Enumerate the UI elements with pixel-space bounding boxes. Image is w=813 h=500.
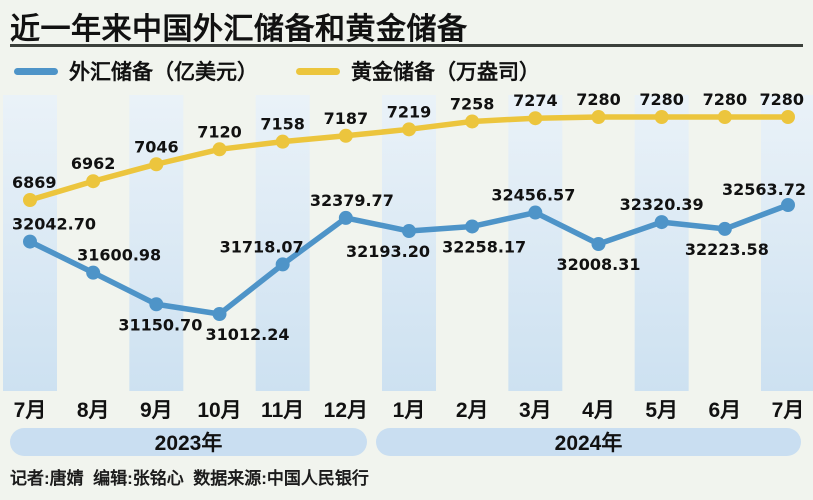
- forex-point-label: 32379.77: [310, 191, 394, 210]
- forex-point-label: 31718.07: [220, 237, 304, 256]
- gold-point-dot: [717, 110, 732, 124]
- gold-point-label: 7187: [324, 109, 369, 128]
- gold-point-dot: [23, 193, 37, 207]
- forex-point-dot: [591, 237, 606, 252]
- forex-line-swatch-icon: [14, 67, 58, 75]
- year-band-2023-label: 2023年: [154, 432, 223, 455]
- year-band-2024: 2024年: [376, 428, 801, 456]
- forex-point-label: 32320.39: [620, 195, 704, 214]
- gold-point-label: 7280: [576, 90, 621, 109]
- reserves-line-chart: 32042.70 31600.98 31150.70 31012.24 31718.07…: [0, 88, 813, 398]
- year-band-2023: 2023年: [10, 428, 367, 456]
- forex-point-dot: [149, 297, 164, 312]
- gold-point-dot: [654, 110, 669, 124]
- forex-point-label: 32456.57: [491, 186, 575, 205]
- x-axis-label: 7月: [13, 399, 47, 422]
- x-axis-label: 3月: [518, 399, 552, 422]
- gold-point-label: 7280: [639, 90, 684, 109]
- month-stripe: [382, 95, 437, 391]
- x-axis-label: 7月: [771, 399, 805, 422]
- forex-point-label: 32008.31: [556, 255, 640, 274]
- legend-label-forex: 外汇储备（亿美元）: [69, 61, 258, 84]
- gold-point-label: 7158: [260, 115, 305, 134]
- month-stripe: [761, 95, 813, 391]
- gold-line-swatch-icon: [296, 67, 340, 75]
- forex-point-label: 32193.20: [346, 242, 430, 261]
- gold-point-label: 6962: [71, 154, 116, 173]
- x-axis-label: 10月: [197, 399, 242, 422]
- gold-point-label: 7274: [513, 91, 558, 110]
- gold-point-label: 7280: [759, 90, 804, 109]
- x-axis-label: 5月: [645, 399, 678, 422]
- x-axis: 7月 8月 9月 10月 11月 12月 1月 2月 3月 4月 5月 6月 7月: [0, 394, 813, 424]
- gold-point-label: 7258: [450, 94, 495, 113]
- x-axis-label: 11月: [261, 399, 305, 422]
- gold-point-dot: [212, 142, 227, 157]
- title-underline: [10, 44, 803, 47]
- forex-point-label: 32042.70: [12, 215, 96, 234]
- forex-point-dot: [402, 224, 417, 239]
- month-stripe: [634, 95, 689, 391]
- forex-point-dot: [338, 210, 353, 225]
- x-axis-label: 8月: [76, 399, 110, 422]
- forex-point-dot: [212, 307, 227, 321]
- forex-point-dot: [717, 221, 732, 236]
- gold-point-label: 7280: [703, 90, 748, 109]
- gold-point-label: 7046: [134, 137, 179, 156]
- x-axis-label: 1月: [392, 399, 426, 422]
- forex-point-label: 31150.70: [118, 315, 202, 334]
- gold-point-dot: [781, 110, 796, 124]
- month-stripe: [508, 95, 563, 391]
- forex-point-dot: [781, 198, 796, 212]
- legend-label-gold: 黄金储备（万盎司）: [351, 61, 540, 84]
- gold-point-dot: [149, 157, 164, 172]
- gold-point-label: 7219: [387, 102, 432, 121]
- forex-point-label: 32258.17: [442, 237, 526, 256]
- gold-point-label: 6869: [12, 173, 57, 192]
- x-axis-label: 4月: [582, 399, 615, 422]
- credits-footer: 记者:唐婧 编辑:张铭心 数据来源:中国人民银行: [10, 469, 369, 488]
- gold-point-dot: [465, 114, 480, 129]
- forex-point-dot: [465, 219, 480, 234]
- x-axis-label: 12月: [323, 399, 369, 422]
- forex-point-dot: [86, 265, 101, 280]
- gold-point-dot: [402, 122, 417, 137]
- gold-point-dot: [528, 111, 543, 126]
- month-stripe: [129, 95, 184, 391]
- page-title: 近一年来中国外汇储备和黄金储备: [10, 13, 468, 46]
- legend-item-forex: 外汇储备（亿美元）: [14, 56, 258, 86]
- forex-point-label: 31600.98: [77, 246, 161, 265]
- legend-item-gold: 黄金储备（万盎司）: [296, 56, 540, 86]
- x-axis-label: 6月: [708, 399, 742, 422]
- forex-point-label: 32223.58: [685, 240, 769, 259]
- x-axis-label: 9月: [139, 399, 173, 422]
- forex-point-dot: [275, 257, 290, 272]
- gold-point-dot: [86, 174, 101, 189]
- gold-point-dot: [275, 134, 290, 149]
- gold-point-label: 7120: [197, 122, 242, 141]
- year-band-2024-label: 2024年: [554, 432, 623, 455]
- gold-point-dot: [338, 128, 353, 143]
- gold-point-dot: [591, 110, 606, 124]
- forex-point-dot: [654, 215, 669, 230]
- x-axis-label: 2月: [455, 399, 489, 422]
- forex-point-dot: [23, 234, 37, 249]
- forex-point-label: 32563.72: [722, 180, 806, 199]
- forex-point-label: 31012.24: [205, 325, 289, 344]
- forex-point-dot: [528, 205, 543, 220]
